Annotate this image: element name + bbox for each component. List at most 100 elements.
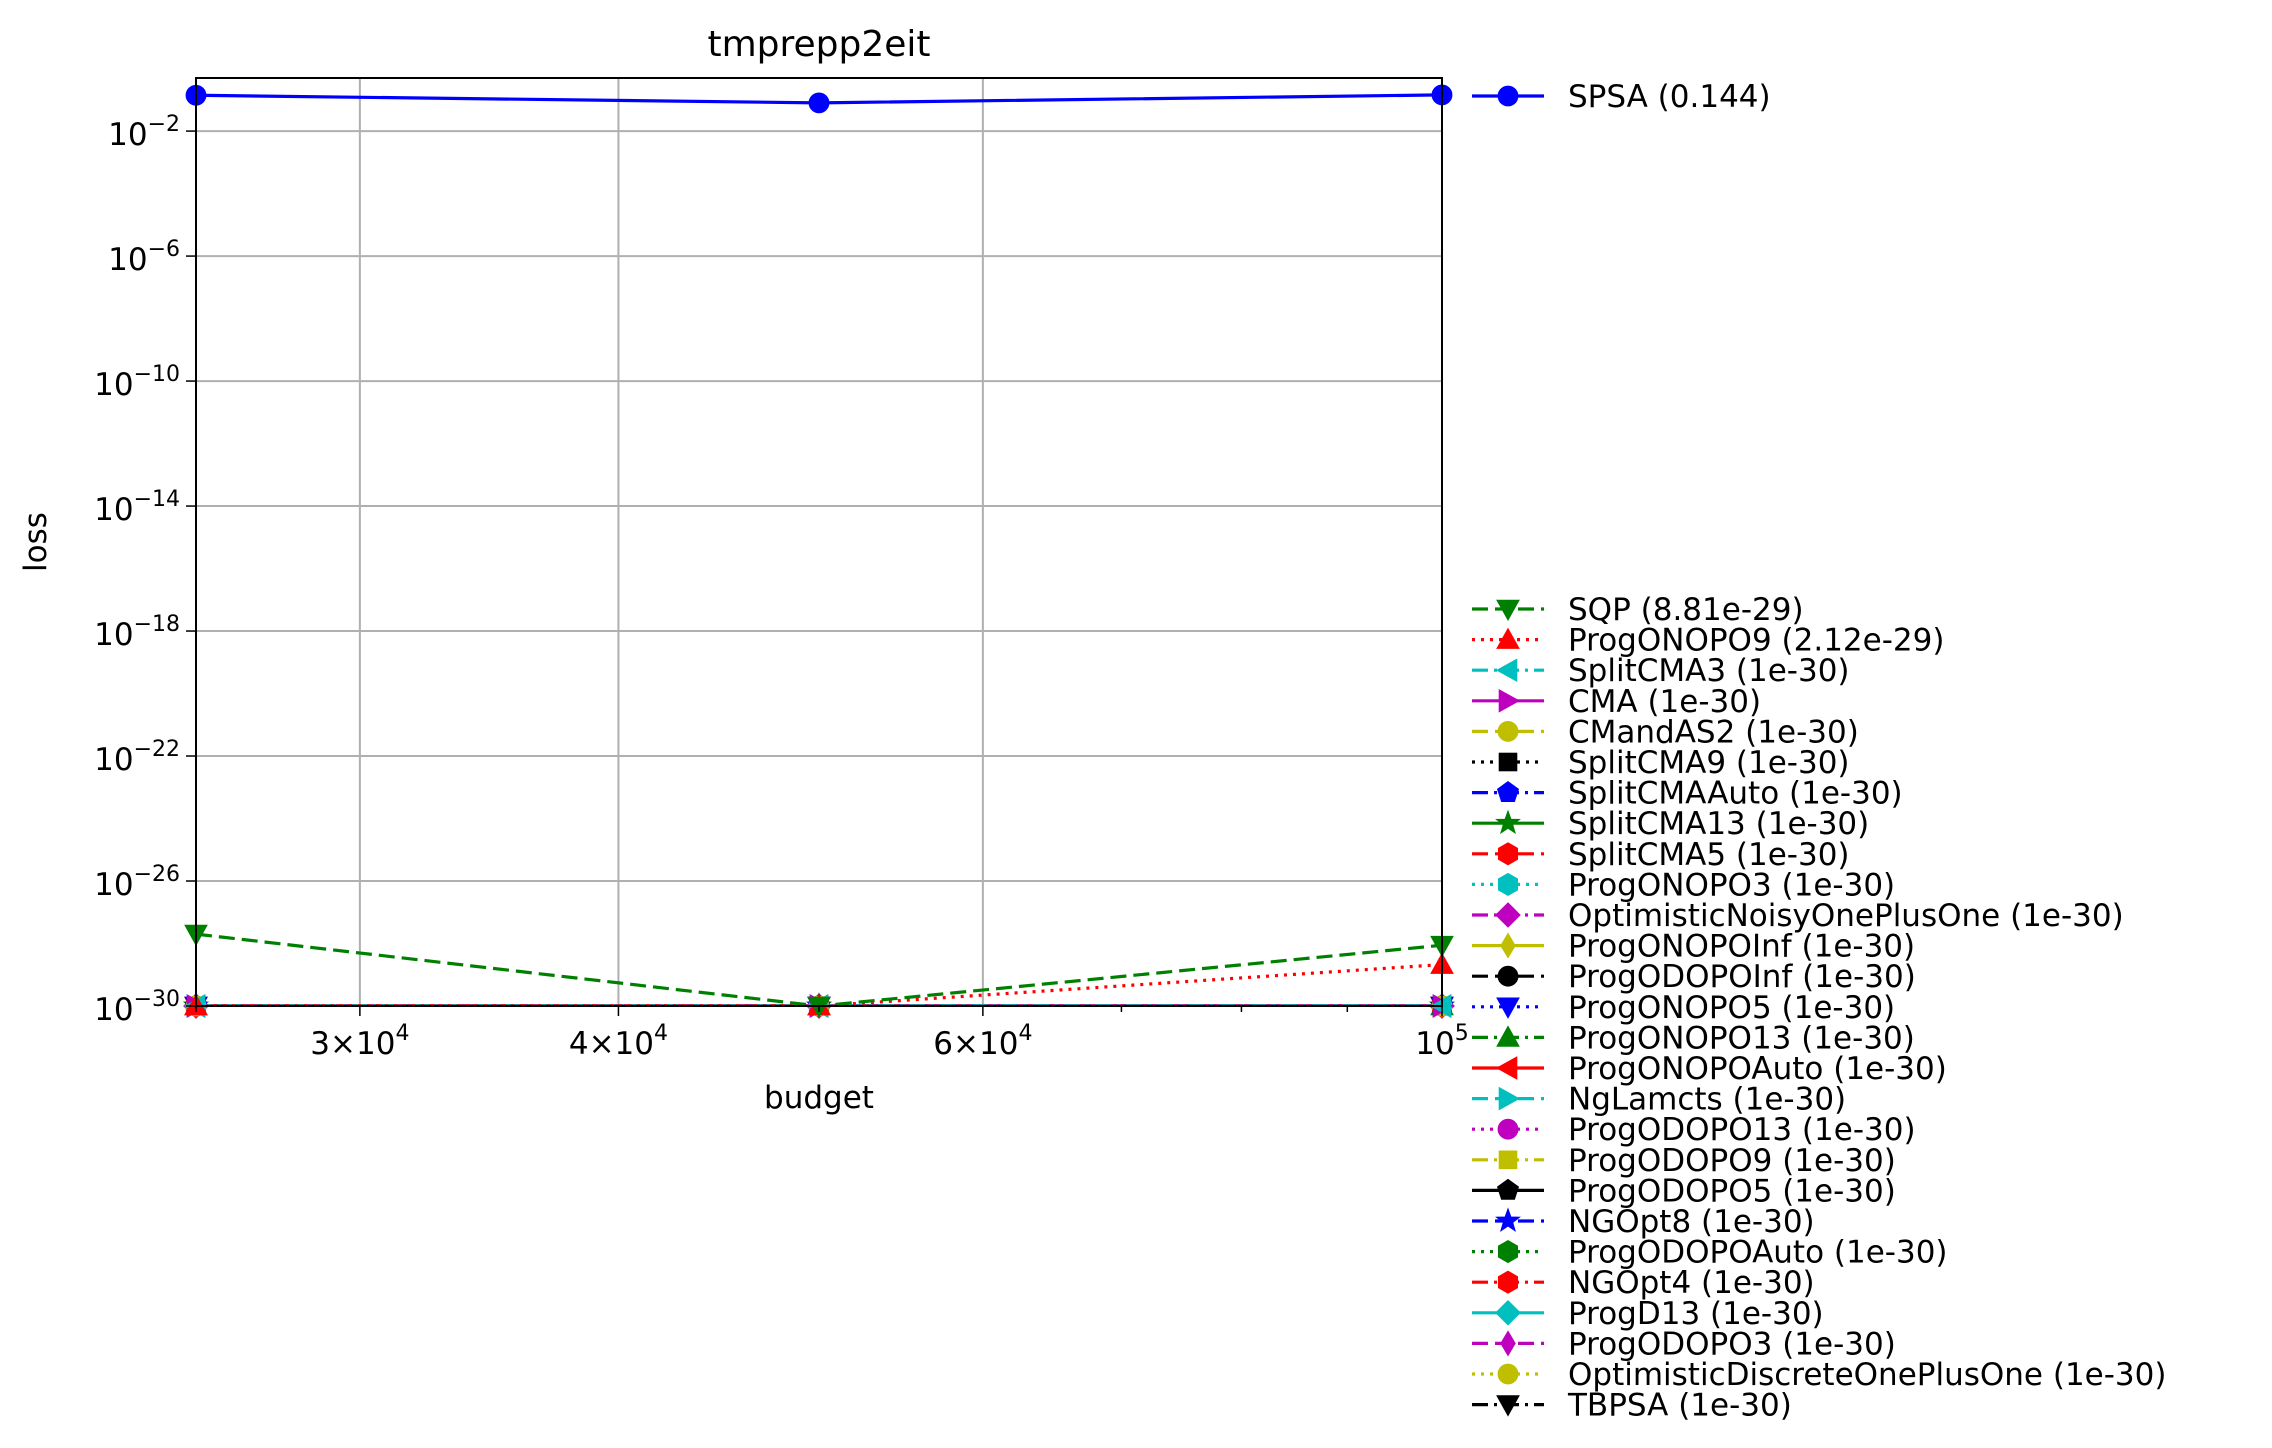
legend-marker (1497, 721, 1519, 742)
legend-item: ProgODOPO13 (1e-30) (1472, 1112, 1916, 1148)
legend-item: SplitCMA9 (1e-30) (1472, 745, 1850, 781)
legend-label: SplitCMA13 (1e-30) (1568, 806, 1869, 842)
legend-marker (1496, 627, 1520, 649)
legend-item: ProgONOPOInf (1e-30) (1472, 929, 1915, 965)
legend-marker (1500, 932, 1516, 959)
legend-label: ProgONOPOInf (1e-30) (1568, 929, 1915, 965)
legend-item: ProgODOPOAuto (1e-30) (1472, 1235, 1948, 1271)
legend-marker (1497, 85, 1519, 107)
legend-item: ProgONOPO13 (1e-30) (1472, 1020, 1915, 1056)
legend-label: ProgODOPOInf (1e-30) (1568, 959, 1916, 995)
legend-label: SQP (8.81e-29) (1568, 592, 1804, 628)
legend-label: SplitCMA5 (1e-30) (1568, 837, 1850, 873)
legend-marker (1497, 872, 1519, 896)
legend-marker (1498, 1150, 1518, 1170)
legend-item: SplitCMAAuto (1e-30) (1472, 776, 1903, 812)
legend-marker (1497, 1118, 1519, 1140)
y-tick-label: 10−14 (94, 487, 180, 528)
legend-label: ProgODOPO5 (1e-30) (1568, 1173, 1896, 1209)
legend-item: TBPSA (1e-30) (1472, 1388, 1792, 1424)
x-axis-label: budget (764, 1080, 874, 1116)
x-tick-label: 4×104 (569, 1021, 668, 1062)
legend-marker (1496, 780, 1520, 802)
legend-marker (1495, 1207, 1521, 1232)
legend-label: OptimisticDiscreteOnePlusOne (1e-30) (1568, 1357, 2166, 1393)
legend-label: ProgONOPOAuto (1e-30) (1568, 1051, 1947, 1087)
legend-item: NgLamcts (1e-30) (1472, 1082, 1846, 1118)
legend-label: ProgD13 (1e-30) (1568, 1296, 1824, 1332)
legend-item: ProgODOPO5 (1e-30) (1472, 1173, 1896, 1209)
legend-label: SplitCMA9 (1e-30) (1568, 745, 1850, 781)
legend-marker (1496, 1395, 1520, 1417)
y-tick-label: 10−30 (94, 987, 180, 1028)
legend-marker (1497, 1240, 1519, 1264)
legend-marker (1497, 965, 1519, 987)
legend-marker (1495, 1056, 1518, 1080)
legend-item: OptimisticDiscreteOnePlusOne (1e-30) (1472, 1357, 2166, 1393)
data-point (808, 92, 830, 114)
legend-label: ProgONOPO5 (1e-30) (1568, 990, 1895, 1026)
y-tick-label: 10−2 (108, 112, 180, 153)
x-tick-label: 3×104 (310, 1021, 409, 1062)
legend-label: NGOpt8 (1e-30) (1568, 1204, 1815, 1240)
legend-marker (1497, 1270, 1519, 1294)
legend-label: CMA (1e-30) (1568, 684, 1761, 720)
legend-marker (1498, 688, 1521, 713)
legend: SPSA (0.144) SQP (8.81e-29)ProgONOPO9 (2.… (1472, 79, 2166, 1424)
y-tick-label: 10−22 (94, 737, 180, 778)
series-line (196, 932, 1442, 1006)
legend-item: ProgONOPO3 (1e-30) (1472, 867, 1895, 903)
legend-item: OptimisticNoisyOnePlusOne (1e-30) (1472, 898, 2124, 934)
y-tick-label: 10−26 (94, 862, 180, 903)
legend-label: ProgODOPO13 (1e-30) (1568, 1112, 1916, 1148)
legend-label: TBPSA (1e-30) (1567, 1388, 1792, 1424)
legend-item: SQP (8.81e-29) (1472, 592, 1804, 628)
legend-label: SplitCMA3 (1e-30) (1568, 653, 1850, 689)
legend-marker (1498, 752, 1518, 772)
chart-title: tmprepp2eit (707, 24, 930, 65)
legend-item: NGOpt8 (1e-30) (1472, 1204, 1815, 1240)
legend-marker (1495, 1299, 1521, 1326)
legend-item: ProgODOPO3 (1e-30) (1472, 1326, 1896, 1362)
legend-item: ProgODOPOInf (1e-30) (1472, 959, 1916, 995)
legend-item: SplitCMA13 (1e-30) (1472, 806, 1869, 842)
x-tick-label: 105 (1415, 1021, 1468, 1062)
axis-ticks: 3×104 4×104 6×104 105 10−2 10−6 10−10 10−14 10−1… (94, 112, 1469, 1062)
legend-label: ProgODOPO9 (1e-30) (1568, 1143, 1896, 1179)
legend-marker (1498, 1086, 1521, 1111)
legend-marker (1496, 1178, 1520, 1200)
legend-label: ProgODOPOAuto (1e-30) (1568, 1235, 1948, 1271)
legend-item: CMandAS2 (1e-30) (1472, 714, 1859, 750)
legend-item: ProgONOPO5 (1e-30) (1472, 990, 1895, 1026)
legend-label: ProgONOPO9 (2.12e-29) (1568, 623, 1944, 659)
legend-label: NgLamcts (1e-30) (1568, 1082, 1846, 1118)
y-axis-label: loss (18, 512, 54, 572)
x-tick-label: 6×104 (933, 1021, 1032, 1062)
legend-item: CMA (1e-30) (1472, 684, 1761, 720)
legend-label: ProgONOPO13 (1e-30) (1568, 1020, 1915, 1056)
legend-item: ProgODOPO9 (1e-30) (1472, 1143, 1896, 1179)
legend-marker (1500, 1330, 1516, 1357)
legend-item: ProgONOPO9 (2.12e-29) (1472, 623, 1944, 659)
legend-marker (1496, 1025, 1520, 1047)
legend-marker (1495, 809, 1521, 835)
legend-label: ProgODOPO3 (1e-30) (1568, 1326, 1896, 1362)
series-1 (196, 932, 1442, 1006)
legend-item: SPSA (0.144) (1472, 79, 1771, 115)
legend-label: OptimisticNoisyOnePlusOne (1e-30) (1568, 898, 2124, 934)
legend-item: ProgONOPOAuto (1e-30) (1472, 1051, 1947, 1087)
legend-label: CMandAS2 (1e-30) (1568, 714, 1859, 750)
legend-marker (1495, 902, 1521, 928)
legend-label: NGOpt4 (1e-30) (1568, 1265, 1815, 1301)
y-tick-label: 10−6 (108, 237, 180, 278)
legend-marker (1497, 842, 1519, 866)
legend-marker (1495, 658, 1518, 683)
legend-marker (1496, 997, 1520, 1019)
legend-item: NGOpt4 (1e-30) (1472, 1265, 1815, 1301)
legend-label: ProgONOPO3 (1e-30) (1568, 867, 1895, 903)
y-tick-label: 10−18 (94, 612, 180, 653)
legend-item: ProgD13 (1e-30) (1472, 1296, 1824, 1332)
